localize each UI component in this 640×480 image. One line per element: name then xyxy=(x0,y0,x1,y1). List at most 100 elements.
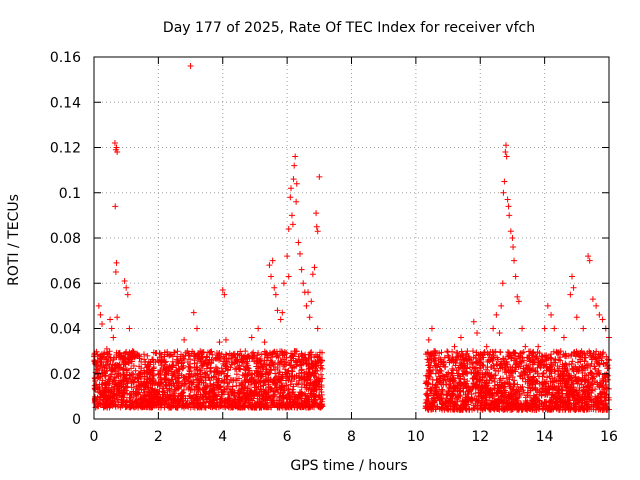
data-point xyxy=(542,391,549,398)
data-point xyxy=(123,284,130,291)
data-point xyxy=(474,330,481,337)
data-point xyxy=(588,380,595,387)
data-point xyxy=(113,259,120,266)
data-point xyxy=(300,402,307,409)
data-point xyxy=(576,402,583,409)
data-point xyxy=(576,387,583,394)
data-point xyxy=(282,377,289,384)
data-point xyxy=(138,395,145,402)
data-point xyxy=(155,358,162,365)
data-point xyxy=(124,390,131,397)
data-point xyxy=(210,357,217,364)
data-point xyxy=(586,257,593,264)
data-point xyxy=(116,382,123,389)
data-point xyxy=(214,354,221,361)
x-axis-label: GPS time / hours xyxy=(290,458,407,474)
data-point xyxy=(110,386,117,393)
data-point xyxy=(449,390,456,397)
data-point xyxy=(477,352,484,359)
data-point xyxy=(158,401,165,408)
data-point xyxy=(527,406,534,413)
data-point xyxy=(298,266,305,273)
data-point xyxy=(111,139,118,146)
x-tick-label: 6 xyxy=(283,429,292,445)
data-point xyxy=(515,298,522,305)
data-point xyxy=(231,360,238,367)
data-point xyxy=(439,400,446,407)
data-point xyxy=(580,406,587,413)
data-point xyxy=(195,355,202,362)
data-point xyxy=(534,378,541,385)
data-point xyxy=(208,367,215,374)
data-point xyxy=(305,365,312,372)
data-point xyxy=(573,348,580,355)
data-point xyxy=(136,355,143,362)
data-point xyxy=(237,348,244,355)
data-point xyxy=(298,384,305,391)
data-point xyxy=(509,235,516,241)
data-point xyxy=(514,395,521,402)
data-point xyxy=(246,367,253,374)
data-point xyxy=(122,399,129,406)
data-point xyxy=(463,365,470,372)
data-point xyxy=(253,367,260,374)
data-point xyxy=(277,316,284,323)
data-point xyxy=(106,351,113,358)
data-point xyxy=(603,359,610,366)
data-point xyxy=(291,162,298,169)
data-point xyxy=(142,402,149,409)
data-point xyxy=(514,360,521,367)
data-point xyxy=(589,374,596,381)
data-point xyxy=(437,367,444,374)
data-point xyxy=(242,353,249,360)
data-point xyxy=(217,355,224,362)
data-point xyxy=(319,395,326,402)
data-point xyxy=(290,402,297,409)
data-point xyxy=(285,376,292,383)
data-point xyxy=(557,372,564,379)
data-point xyxy=(519,349,526,356)
data-point xyxy=(582,378,589,385)
data-point xyxy=(604,356,611,363)
data-point xyxy=(587,350,594,357)
data-point xyxy=(530,348,537,355)
data-point xyxy=(484,350,491,357)
data-point xyxy=(424,390,431,397)
data-point xyxy=(157,394,164,401)
data-point xyxy=(560,334,567,341)
data-point xyxy=(450,377,457,384)
data-point xyxy=(512,349,519,356)
data-point xyxy=(595,400,602,407)
data-point xyxy=(273,353,280,360)
data-point xyxy=(307,351,314,358)
data-point xyxy=(229,352,236,359)
data-point xyxy=(252,390,259,397)
data-point xyxy=(163,382,170,389)
data-point xyxy=(111,391,118,398)
data-point xyxy=(501,389,508,396)
chart-title: Day 177 of 2025, Rate Of TEC Index for r… xyxy=(163,20,535,36)
data-point xyxy=(261,339,268,346)
data-point xyxy=(546,406,553,413)
data-point xyxy=(309,271,316,278)
data-point xyxy=(289,352,296,359)
data-point xyxy=(476,365,483,372)
data-point xyxy=(233,371,240,378)
data-point xyxy=(216,350,223,357)
data-point xyxy=(107,393,114,400)
data-point xyxy=(242,397,249,404)
data-point xyxy=(221,291,228,298)
data-point xyxy=(309,401,316,408)
data-point xyxy=(532,394,539,401)
data-point xyxy=(189,379,196,386)
data-point xyxy=(498,394,505,401)
data-point xyxy=(488,391,495,398)
data-point xyxy=(460,371,467,378)
data-point xyxy=(560,368,567,375)
data-point xyxy=(515,353,522,360)
data-point xyxy=(280,399,287,406)
data-point xyxy=(593,358,600,365)
data-point xyxy=(268,400,275,407)
data-point xyxy=(585,371,592,378)
data-point xyxy=(306,314,313,321)
